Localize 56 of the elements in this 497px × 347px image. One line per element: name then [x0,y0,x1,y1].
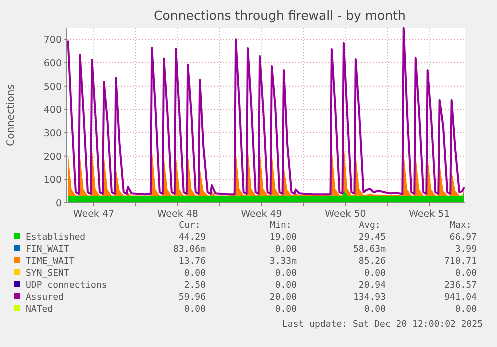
line-series [67,27,466,196]
y-tick-label: 200 [44,152,62,163]
chart-title: Connections through firewall - by month [154,8,406,23]
text: 941.04 [444,293,477,303]
text: 0.00 [275,305,297,315]
text: 0.00 [364,269,386,279]
legend-label: Assured [26,293,64,303]
text: 66.97 [450,233,477,243]
text: 58.63m [353,245,386,255]
y-axis-title: Connections [6,84,17,146]
text: 0.00 [184,305,206,315]
x-tick-label: Week 49 [241,209,282,220]
y-tick-label: 400 [44,105,62,116]
text: Last update: Sat Dec 20 12:00:02 2025 [282,320,483,330]
x-tick-label: Week 48 [157,209,198,220]
text: 44.29 [178,233,206,243]
text: 20.94 [358,281,386,291]
text: 0.00 [455,305,477,315]
y-tick-label: 700 [44,35,62,46]
y-tick-label: 600 [44,58,62,70]
text: 85.26 [358,257,386,267]
text: 13.76 [178,257,206,267]
text: 0.00 [275,245,297,255]
text: 0.00 [455,269,477,279]
text: 29.45 [358,233,386,243]
y-tick-label: 300 [44,128,62,140]
text: 134.93 [353,293,386,303]
text: 83.06m [173,245,206,255]
legend-label: Established [26,233,86,243]
legend-label: SYN_SENT [26,269,70,279]
legend-label: UDP connections [26,281,108,291]
text: 3.33m [270,257,297,267]
text: 0.00 [275,281,297,291]
legend-label: FIN_WAIT [26,245,70,255]
y-tick-label: 0 [56,198,62,210]
text: 0.00 [275,269,297,279]
x-tick-label: Week 47 [73,209,115,220]
text: Cur: [179,221,201,231]
text: 19.00 [270,233,297,243]
y-tick-label: 100 [44,175,62,186]
x-tick-label: Week 50 [325,209,366,220]
text: 236.57 [444,281,477,291]
text: 0.00 [364,305,386,315]
text: 59.96 [178,293,206,303]
text: 710.71 [444,257,477,267]
legend-label: NATed [26,305,54,315]
text: 20.00 [270,293,297,303]
y-tick-label: 500 [44,82,62,93]
x-tick-label: Week 51 [409,209,450,220]
text: 3.99 [455,245,477,255]
text: Max: [450,221,472,231]
text: Avg: [359,221,381,231]
text: 2.50 [184,281,206,291]
text: 0.00 [184,269,206,279]
legend-label: TIME_WAIT [26,257,76,267]
text: Min: [270,221,292,231]
